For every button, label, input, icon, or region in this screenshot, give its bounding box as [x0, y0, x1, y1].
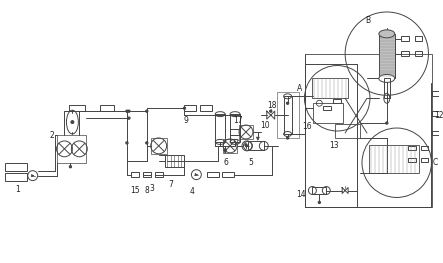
Text: 15: 15: [130, 186, 140, 195]
Bar: [131, 172, 139, 177]
Bar: [400, 51, 408, 56]
Bar: [415, 51, 423, 56]
Bar: [408, 146, 416, 150]
Bar: [379, 34, 395, 78]
Circle shape: [245, 144, 247, 146]
Circle shape: [318, 201, 321, 204]
Text: A: A: [297, 84, 302, 93]
Text: B: B: [365, 16, 370, 26]
Bar: [333, 99, 341, 103]
Text: 13: 13: [330, 141, 339, 150]
Bar: [143, 172, 151, 177]
Text: 1: 1: [16, 185, 20, 194]
Circle shape: [224, 149, 226, 151]
Bar: [384, 78, 390, 98]
Bar: [284, 96, 291, 134]
Bar: [57, 135, 86, 163]
Bar: [369, 145, 419, 173]
Bar: [400, 36, 408, 41]
Bar: [248, 141, 264, 150]
Text: 17: 17: [233, 116, 243, 125]
Circle shape: [71, 121, 74, 124]
Ellipse shape: [379, 74, 395, 82]
Text: 10: 10: [260, 120, 270, 130]
Text: 4: 4: [190, 187, 195, 196]
Text: 2: 2: [49, 132, 54, 140]
Bar: [70, 105, 85, 111]
Bar: [223, 139, 237, 153]
Bar: [100, 105, 114, 111]
Text: 12: 12: [435, 111, 443, 120]
Bar: [239, 125, 253, 139]
Bar: [222, 172, 234, 177]
Bar: [215, 114, 225, 142]
Bar: [415, 36, 423, 41]
Bar: [230, 114, 240, 142]
Text: 7: 7: [168, 180, 173, 189]
Bar: [207, 172, 219, 177]
Circle shape: [146, 110, 148, 112]
Circle shape: [183, 107, 186, 109]
Text: 9: 9: [183, 116, 188, 125]
Bar: [408, 158, 416, 162]
Circle shape: [69, 165, 72, 168]
Bar: [420, 158, 428, 162]
Text: 8: 8: [144, 186, 149, 195]
Bar: [127, 111, 147, 161]
Circle shape: [128, 117, 130, 119]
Bar: [184, 105, 196, 111]
Bar: [312, 186, 326, 194]
Bar: [432, 111, 441, 116]
Bar: [432, 91, 441, 96]
Bar: [420, 146, 428, 150]
Ellipse shape: [379, 30, 395, 38]
Bar: [312, 78, 348, 98]
Text: C: C: [433, 158, 438, 167]
Text: 14: 14: [297, 190, 306, 199]
Circle shape: [269, 110, 272, 112]
Bar: [200, 105, 212, 111]
Circle shape: [128, 110, 130, 112]
Bar: [306, 54, 432, 207]
Bar: [165, 155, 184, 167]
Circle shape: [146, 142, 148, 144]
Circle shape: [126, 142, 128, 144]
Bar: [5, 163, 27, 171]
Bar: [432, 130, 441, 135]
Circle shape: [287, 102, 289, 104]
Bar: [277, 92, 299, 138]
Text: 6: 6: [224, 158, 229, 167]
Bar: [323, 106, 331, 110]
Bar: [313, 103, 343, 123]
Bar: [335, 124, 360, 138]
Circle shape: [126, 110, 128, 112]
Circle shape: [385, 122, 388, 124]
Text: 5: 5: [249, 158, 253, 167]
Text: 16: 16: [303, 122, 312, 130]
Bar: [151, 138, 167, 154]
Text: 18: 18: [267, 101, 276, 110]
Text: 3: 3: [149, 184, 154, 193]
Circle shape: [287, 137, 289, 139]
Bar: [5, 173, 27, 181]
Bar: [155, 172, 163, 177]
